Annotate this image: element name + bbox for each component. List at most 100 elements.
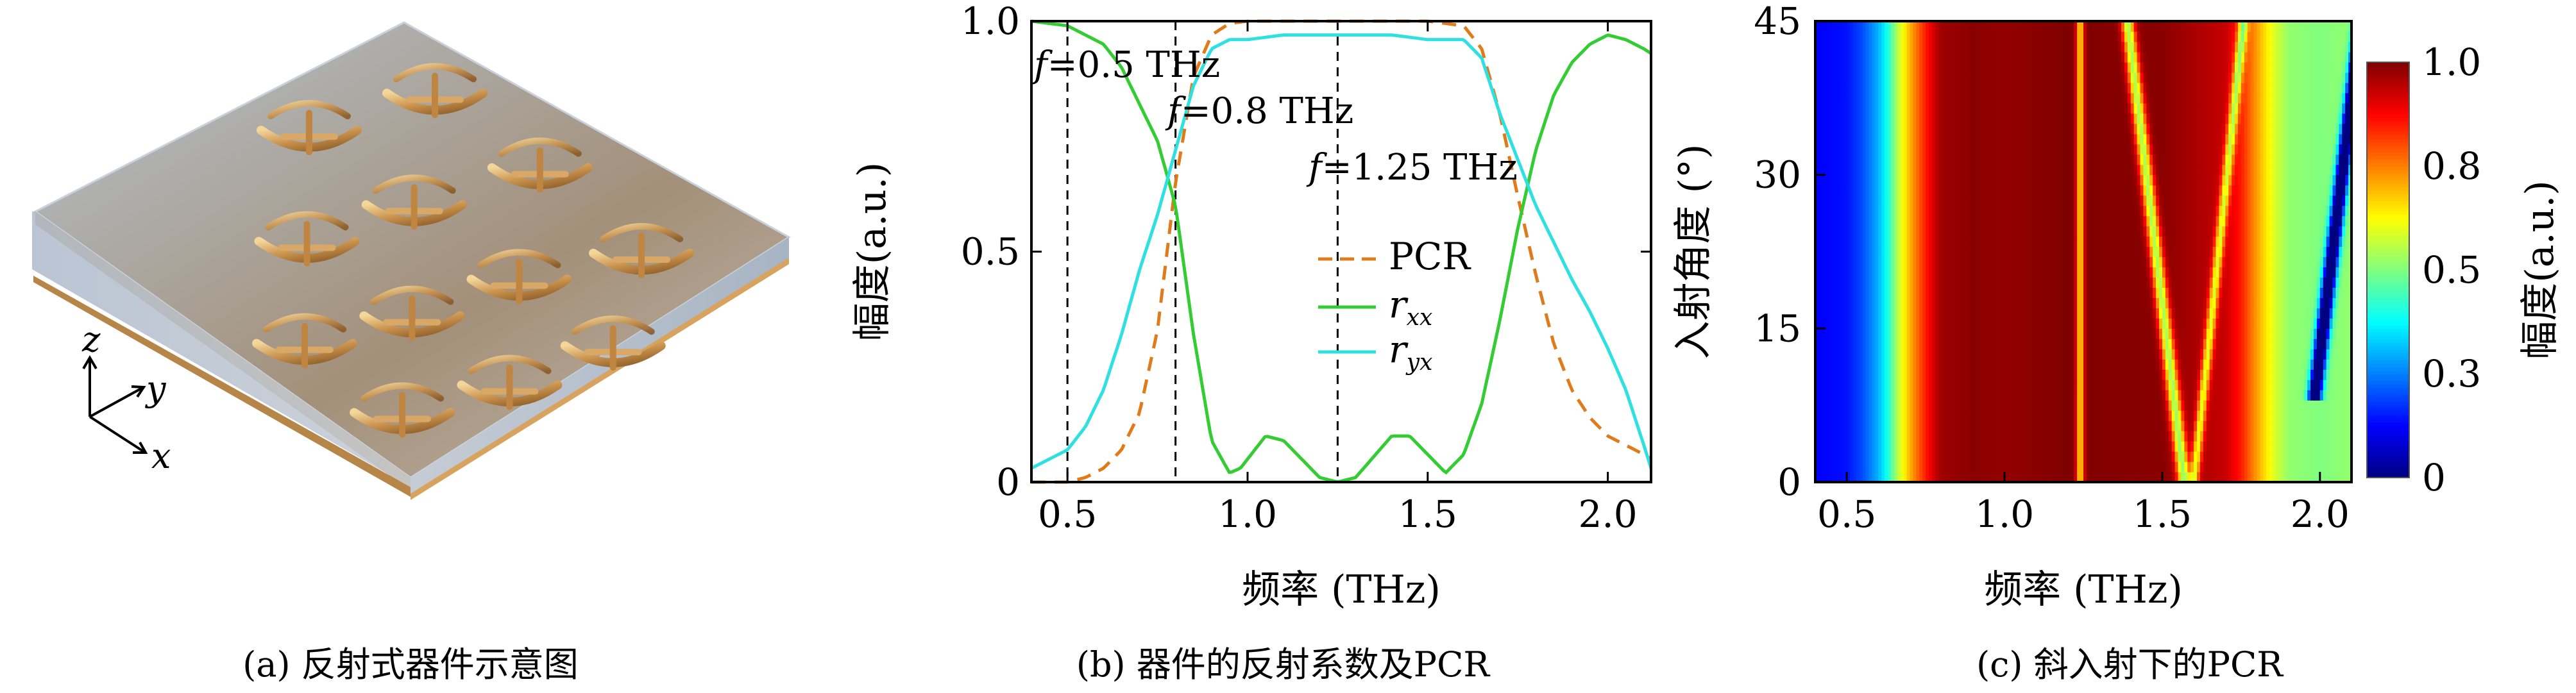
heatmap-cell — [1998, 380, 2002, 390]
heatmap-cell — [2134, 431, 2138, 442]
heatmap-cell — [1872, 318, 1876, 329]
heatmap-cell — [1932, 451, 1936, 462]
heatmap-cell — [2210, 451, 2214, 462]
heatmap-cell — [1919, 431, 1923, 442]
heatmap-cell — [2156, 277, 2160, 288]
heatmap-cell — [2149, 226, 2153, 237]
heatmap-cell — [2289, 380, 2292, 390]
heatmap-cell — [2014, 451, 2018, 462]
heatmap-cell — [1967, 196, 1970, 206]
heatmap-cell — [2001, 185, 2005, 196]
heatmap-cell — [1963, 451, 1967, 462]
heatmap-cell — [1891, 226, 1895, 237]
heatmap-cell — [1822, 338, 1826, 349]
heatmap-cell — [2225, 256, 2229, 267]
heatmap-cell — [2335, 267, 2339, 278]
heatmap-cell — [2029, 226, 2033, 237]
heatmap-cell — [2294, 349, 2298, 360]
heatmap-cell — [2014, 196, 2018, 206]
heatmap-cell — [1837, 380, 1841, 390]
heatmap-cell — [1929, 359, 1933, 370]
heatmap-cell — [1885, 462, 1888, 472]
heatmap-cell — [2304, 380, 2308, 390]
heatmap-cell — [2077, 185, 2081, 196]
heatmap-cell — [2099, 196, 2103, 206]
heatmap-cell — [2055, 462, 2059, 472]
heatmap-cell — [2058, 390, 2062, 401]
heatmap-cell — [2175, 267, 2179, 278]
heatmap-cell — [1837, 359, 1841, 370]
heatmap-cell — [1856, 338, 1860, 349]
heatmap-cell — [2159, 308, 2163, 319]
heatmap-cell — [2178, 237, 2182, 247]
heatmap-cell — [2197, 206, 2201, 217]
heatmap-cell — [2222, 267, 2226, 278]
heatmap-cell — [1869, 247, 1873, 258]
heatmap-cell — [2266, 338, 2270, 349]
heatmap-cell — [1922, 206, 1926, 217]
heatmap-cell — [2263, 462, 2267, 472]
heatmap-cell — [1942, 462, 1945, 472]
heatmap-cell — [2203, 421, 2207, 431]
heatmap-cell — [2339, 380, 2343, 390]
heatmap-cell — [2153, 318, 2157, 329]
heatmap-cell — [1970, 308, 1974, 319]
heatmap-cell — [1983, 441, 1987, 452]
heatmap-cell — [2118, 451, 2122, 462]
heatmap-cell — [1976, 185, 1980, 196]
heatmap-cell — [1901, 318, 1904, 329]
heatmap-cell — [2317, 277, 2321, 288]
heatmap-cell — [1885, 451, 1888, 462]
heatmap-cell — [2298, 267, 2301, 278]
heatmap-cell — [1856, 185, 1860, 196]
heatmap-cell — [1998, 349, 2002, 360]
heatmap-cell — [2105, 297, 2109, 308]
heatmap-cell — [2326, 237, 2330, 247]
heatmap-cell — [2042, 349, 2046, 360]
heatmap-cell — [2282, 400, 2286, 411]
heatmap-cell — [2159, 267, 2163, 278]
heatmap-cell — [2263, 206, 2267, 217]
heatmap-cell — [1976, 369, 1980, 380]
heatmap-cell — [2096, 410, 2100, 421]
y-axis-label: 幅度(a.u.) — [850, 162, 895, 341]
heatmap-cell — [2197, 308, 2201, 319]
heatmap-cell — [2067, 462, 2071, 472]
heatmap-cell — [2067, 206, 2071, 217]
heatmap-cell — [2292, 216, 2296, 227]
heatmap-cell — [2067, 400, 2071, 411]
heatmap-cell — [1983, 287, 1987, 298]
heatmap-cell — [2335, 277, 2339, 288]
heatmap-cell — [2118, 369, 2122, 380]
heatmap-cell — [2099, 318, 2103, 329]
heatmap-cell — [1878, 369, 1882, 380]
heatmap-cell — [2131, 308, 2135, 319]
heatmap-cell — [2345, 206, 2349, 217]
heatmap-cell — [1979, 196, 1983, 206]
heatmap-cell — [1837, 256, 1841, 267]
heatmap-cell — [2083, 287, 2087, 298]
heatmap-cell — [2332, 369, 2336, 380]
heatmap-cell — [1983, 256, 1987, 267]
heatmap-cell — [2301, 277, 2305, 288]
heatmap-cell — [2008, 328, 2012, 339]
heatmap-cell — [2159, 287, 2163, 298]
heatmap-cell — [2222, 206, 2226, 217]
heatmap-cell — [2058, 380, 2062, 390]
heatmap-cell — [2137, 318, 2141, 329]
heatmap-cell — [2190, 216, 2194, 227]
heatmap-cell — [2317, 297, 2321, 308]
heatmap-cell — [1988, 237, 1992, 247]
heatmap-cell — [1888, 256, 1892, 267]
heatmap-cell — [1904, 400, 1908, 411]
heatmap-cell — [2087, 247, 2090, 258]
heatmap-cell — [1979, 237, 1983, 247]
heatmap-cell — [1913, 297, 1917, 308]
heatmap-cell — [1894, 287, 1898, 298]
heatmap-cell — [1847, 237, 1851, 247]
heatmap-cell — [2134, 400, 2138, 411]
heatmap-cell — [2159, 451, 2163, 462]
heatmap-cell — [2011, 206, 2015, 217]
heatmap-cell — [2294, 287, 2298, 298]
heatmap-cell — [1818, 421, 1822, 431]
